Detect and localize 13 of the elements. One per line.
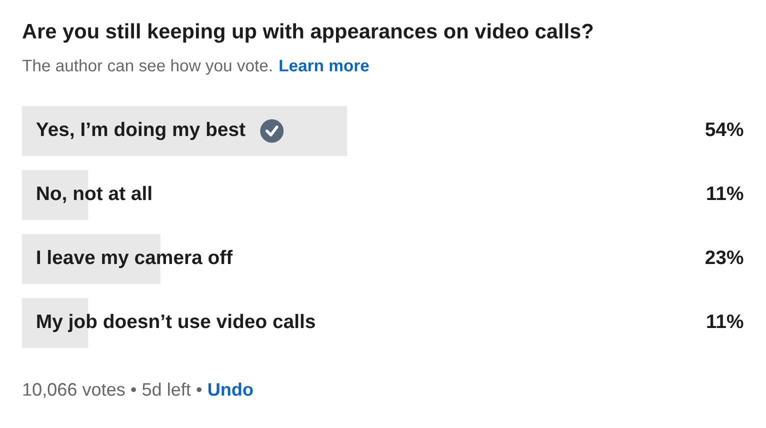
y-tick-label: Yes, I’m doing my best	[36, 122, 246, 140]
data-label: 11%	[707, 186, 744, 200]
y-tick-label: I leave my camera off	[37, 250, 233, 268]
chart-title: Are you still keeping up with appearances on video calls?	[22, 23, 593, 43]
text: Undo	[208, 382, 253, 396]
data-label: 23%	[706, 250, 744, 264]
text: Learn more	[280, 60, 369, 72]
y-tick-label: No, not at all	[37, 186, 152, 204]
y-tick-label: My job doesn’t use video calls	[37, 314, 315, 332]
chart-subtitle: The author can see how you vote.	[22, 59, 272, 75]
text: 10,066 votes • 5d left •	[23, 382, 202, 398]
data-label: 54%	[705, 122, 744, 136]
data-label: 11%	[707, 314, 744, 328]
